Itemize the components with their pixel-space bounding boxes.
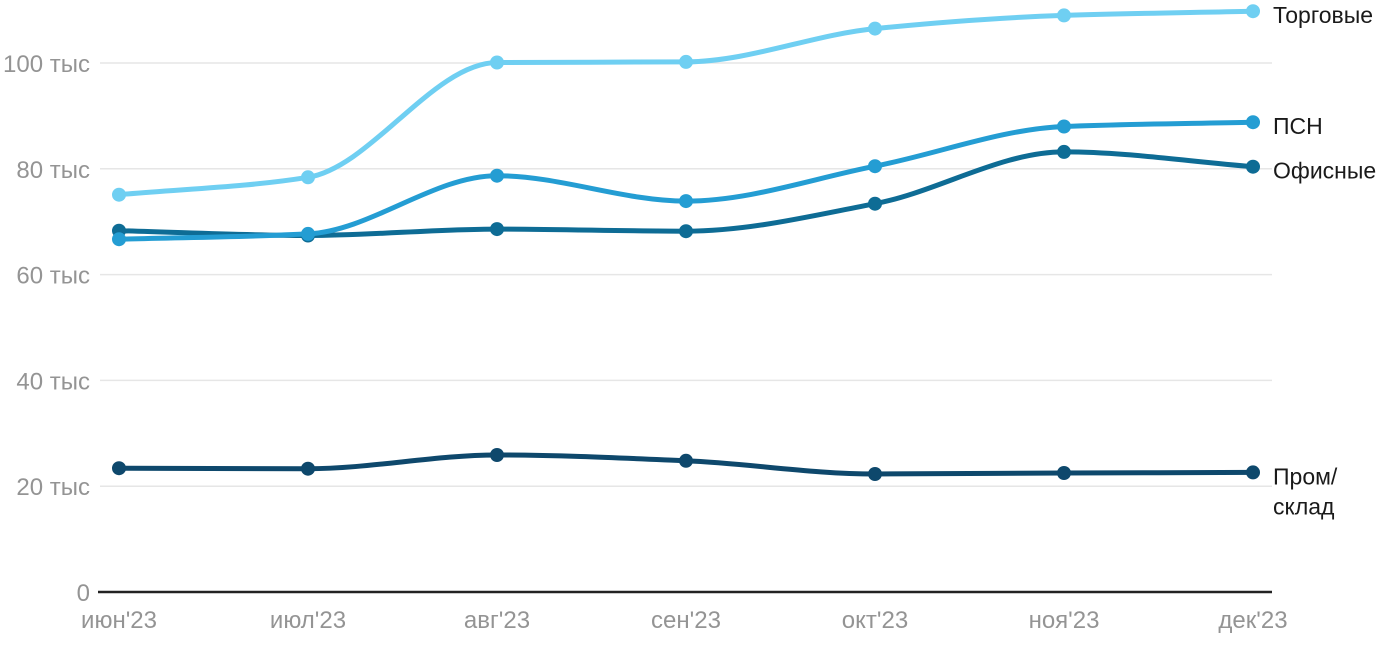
- data-point-ofisnye: [679, 224, 693, 239]
- data-point-prom-sklad: [1057, 466, 1071, 480]
- data-point-psn: [679, 194, 693, 209]
- y-axis-label: 100 тыс: [3, 51, 90, 78]
- data-point-torgovye: [1246, 4, 1260, 19]
- x-axis-label: сен'23: [651, 607, 721, 634]
- data-point-prom-sklad: [301, 461, 315, 476]
- series-line-torgovye: [116, 8, 1256, 198]
- data-point-psn: [490, 168, 504, 183]
- data-point-torgovye: [112, 187, 126, 202]
- data-point-ofisnye: [1246, 159, 1260, 174]
- x-axis-label: окт'23: [842, 607, 908, 634]
- y-axis-label: 0: [77, 580, 90, 607]
- series-prom-sklad: [112, 448, 1260, 481]
- data-point-ofisnye: [1057, 144, 1071, 159]
- legend-label-psn: ПСН: [1273, 113, 1323, 139]
- data-point-torgovye: [301, 170, 315, 185]
- x-axis-label: дек'23: [1218, 607, 1287, 634]
- y-axis-label: 20 тыс: [16, 474, 90, 501]
- legend-label-ofisnye: Офисные: [1273, 158, 1376, 184]
- data-point-torgovye: [679, 54, 693, 69]
- x-axis-label: июл'23: [270, 607, 346, 634]
- data-point-psn: [1057, 119, 1071, 134]
- legend-label-prom-sklad: Пром/: [1273, 463, 1338, 489]
- data-point-torgovye: [1057, 8, 1071, 23]
- data-point-psn: [868, 159, 882, 174]
- series-psn: [112, 115, 1260, 247]
- x-axis-label: авг'23: [464, 607, 530, 634]
- series-ofisnye: [112, 144, 1260, 243]
- data-point-psn: [1246, 115, 1260, 130]
- data-point-prom-sklad: [1246, 465, 1260, 480]
- x-axis-label: ноя'23: [1029, 607, 1100, 634]
- data-point-torgovye: [868, 21, 882, 36]
- y-axis-label: 40 тыс: [16, 368, 90, 395]
- legend-label-torgovye: Торговые: [1273, 2, 1373, 28]
- data-point-psn: [301, 226, 315, 241]
- data-point-prom-sklad: [679, 453, 693, 468]
- data-point-ofisnye: [868, 196, 882, 211]
- data-point-torgovye: [490, 55, 504, 70]
- data-point-prom-sklad: [868, 467, 882, 481]
- data-point-prom-sklad: [490, 448, 504, 462]
- legend-label-prom-sklad: склад: [1273, 493, 1335, 519]
- y-axis-label: 80 тыс: [16, 157, 90, 184]
- data-point-prom-sklad: [112, 461, 126, 476]
- data-point-ofisnye: [490, 222, 504, 237]
- series-torgovye: [112, 4, 1260, 202]
- series-line-ofisnye: [116, 149, 1256, 239]
- x-axis-label: июн'23: [81, 607, 157, 634]
- y-axis-label: 60 тыс: [16, 263, 90, 290]
- data-point-psn: [112, 232, 126, 247]
